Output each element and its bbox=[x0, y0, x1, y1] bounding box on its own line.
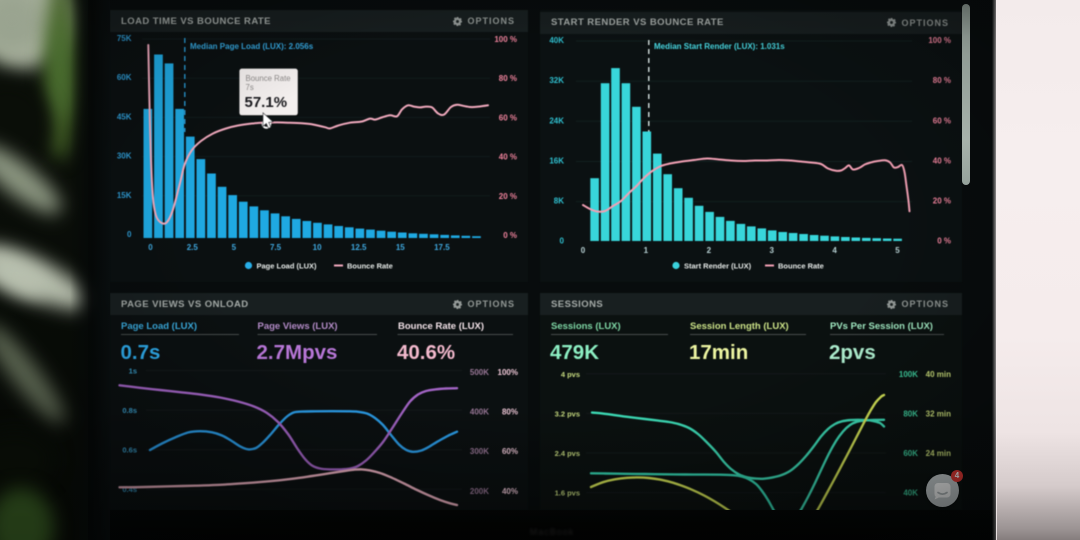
svg-text:57.1%: 57.1% bbox=[245, 94, 288, 111]
svg-text:1: 1 bbox=[644, 246, 649, 255]
svg-text:100K: 100K bbox=[899, 370, 918, 379]
svg-text:Bounce Rate: Bounce Rate bbox=[347, 262, 393, 271]
svg-text:300K: 300K bbox=[470, 447, 489, 456]
svg-text:7.5: 7.5 bbox=[270, 243, 282, 252]
svg-text:0: 0 bbox=[127, 230, 132, 239]
svg-text:32K: 32K bbox=[549, 76, 564, 85]
svg-text:Median Page Load (LUX): 2.056s: Median Page Load (LUX): 2.056s bbox=[190, 42, 314, 51]
svg-text:Median Start Render (LUX): 1.0: Median Start Render (LUX): 1.031s bbox=[654, 42, 785, 51]
svg-text:Session Length (LUX): Session Length (LUX) bbox=[690, 321, 789, 332]
svg-text:4 pvs: 4 pvs bbox=[561, 370, 580, 379]
svg-text:75K: 75K bbox=[117, 34, 132, 43]
svg-text:2.5: 2.5 bbox=[187, 243, 199, 252]
svg-text:Page Views (LUX): Page Views (LUX) bbox=[258, 321, 338, 332]
svg-text:80 %: 80 % bbox=[499, 74, 517, 83]
svg-text:60K: 60K bbox=[903, 449, 918, 458]
svg-text:1.6 pvs: 1.6 pvs bbox=[555, 489, 580, 498]
svg-text:80 %: 80 % bbox=[933, 76, 951, 85]
svg-text:Bounce Rate (LUX): Bounce Rate (LUX) bbox=[398, 321, 484, 332]
svg-text:3.2 pvs: 3.2 pvs bbox=[555, 409, 580, 418]
svg-text:10: 10 bbox=[313, 243, 322, 252]
svg-text:Bounce Rate: Bounce Rate bbox=[778, 262, 824, 271]
svg-text:Page Load (LUX): Page Load (LUX) bbox=[121, 321, 197, 332]
svg-text:20 %: 20 % bbox=[499, 192, 517, 201]
svg-text:0 %: 0 % bbox=[937, 236, 951, 245]
svg-text:40 %: 40 % bbox=[499, 153, 517, 162]
svg-text:3: 3 bbox=[769, 246, 774, 255]
svg-text:2pvs: 2pvs bbox=[829, 341, 876, 364]
svg-text:8K: 8K bbox=[554, 197, 564, 206]
svg-text:40%: 40% bbox=[502, 487, 518, 496]
svg-text:0: 0 bbox=[148, 243, 153, 252]
svg-text:32 min: 32 min bbox=[926, 409, 951, 418]
svg-text:0 %: 0 % bbox=[503, 231, 517, 240]
svg-text:479K: 479K bbox=[550, 341, 599, 364]
svg-text:60%: 60% bbox=[502, 447, 518, 456]
svg-text:Sessions (LUX): Sessions (LUX) bbox=[551, 321, 621, 332]
svg-text:200K: 200K bbox=[470, 487, 489, 496]
svg-text:60 %: 60 % bbox=[933, 116, 951, 125]
svg-text:60K: 60K bbox=[117, 73, 132, 82]
svg-text:4: 4 bbox=[832, 246, 837, 255]
svg-text:40K: 40K bbox=[903, 489, 918, 498]
svg-text:100 %: 100 % bbox=[494, 35, 517, 44]
svg-text:100 %: 100 % bbox=[928, 36, 951, 45]
svg-text:24 min: 24 min bbox=[926, 449, 951, 458]
svg-text:40K: 40K bbox=[549, 36, 564, 45]
svg-text:40.6%: 40.6% bbox=[397, 341, 455, 364]
svg-text:24K: 24K bbox=[549, 116, 564, 125]
svg-text:PVs Per Session (LUX): PVs Per Session (LUX) bbox=[830, 321, 933, 332]
svg-text:20 %: 20 % bbox=[933, 197, 951, 206]
svg-text:2: 2 bbox=[707, 246, 712, 255]
svg-text:5: 5 bbox=[895, 246, 900, 255]
svg-text:0.6s: 0.6s bbox=[122, 446, 137, 455]
svg-text:15: 15 bbox=[396, 243, 405, 252]
svg-text:45K: 45K bbox=[117, 112, 132, 121]
svg-text:Start Render (LUX): Start Render (LUX) bbox=[684, 262, 752, 271]
svg-text:0.7s: 0.7s bbox=[121, 341, 161, 364]
svg-text:12.5: 12.5 bbox=[351, 243, 367, 252]
svg-text:40 min: 40 min bbox=[926, 370, 951, 379]
svg-text:100%: 100% bbox=[498, 368, 518, 377]
svg-text:2.4 pvs: 2.4 pvs bbox=[555, 449, 580, 458]
svg-text:0.8s: 0.8s bbox=[122, 406, 137, 415]
svg-text:Page Load (LUX): Page Load (LUX) bbox=[257, 262, 318, 271]
svg-text:Bounce Rate: Bounce Rate bbox=[246, 74, 291, 83]
svg-text:80K: 80K bbox=[903, 409, 918, 418]
svg-text:30K: 30K bbox=[117, 152, 132, 161]
svg-text:7s: 7s bbox=[246, 83, 254, 92]
svg-text:2.7Mpvs: 2.7Mpvs bbox=[257, 341, 338, 364]
svg-text:1s: 1s bbox=[129, 366, 137, 375]
svg-text:0: 0 bbox=[560, 236, 565, 245]
svg-text:17min: 17min bbox=[689, 341, 748, 364]
svg-text:0: 0 bbox=[581, 246, 586, 255]
svg-text:500K: 500K bbox=[470, 368, 489, 377]
svg-text:5: 5 bbox=[232, 243, 237, 252]
svg-text:60 %: 60 % bbox=[499, 113, 517, 122]
svg-text:17.5: 17.5 bbox=[434, 243, 450, 252]
svg-text:40 %: 40 % bbox=[933, 157, 951, 166]
svg-text:16K: 16K bbox=[549, 157, 564, 166]
svg-text:0.4s: 0.4s bbox=[122, 485, 137, 494]
svg-text:15K: 15K bbox=[117, 191, 132, 200]
svg-text:80%: 80% bbox=[502, 408, 518, 417]
svg-text:400K: 400K bbox=[470, 408, 489, 417]
